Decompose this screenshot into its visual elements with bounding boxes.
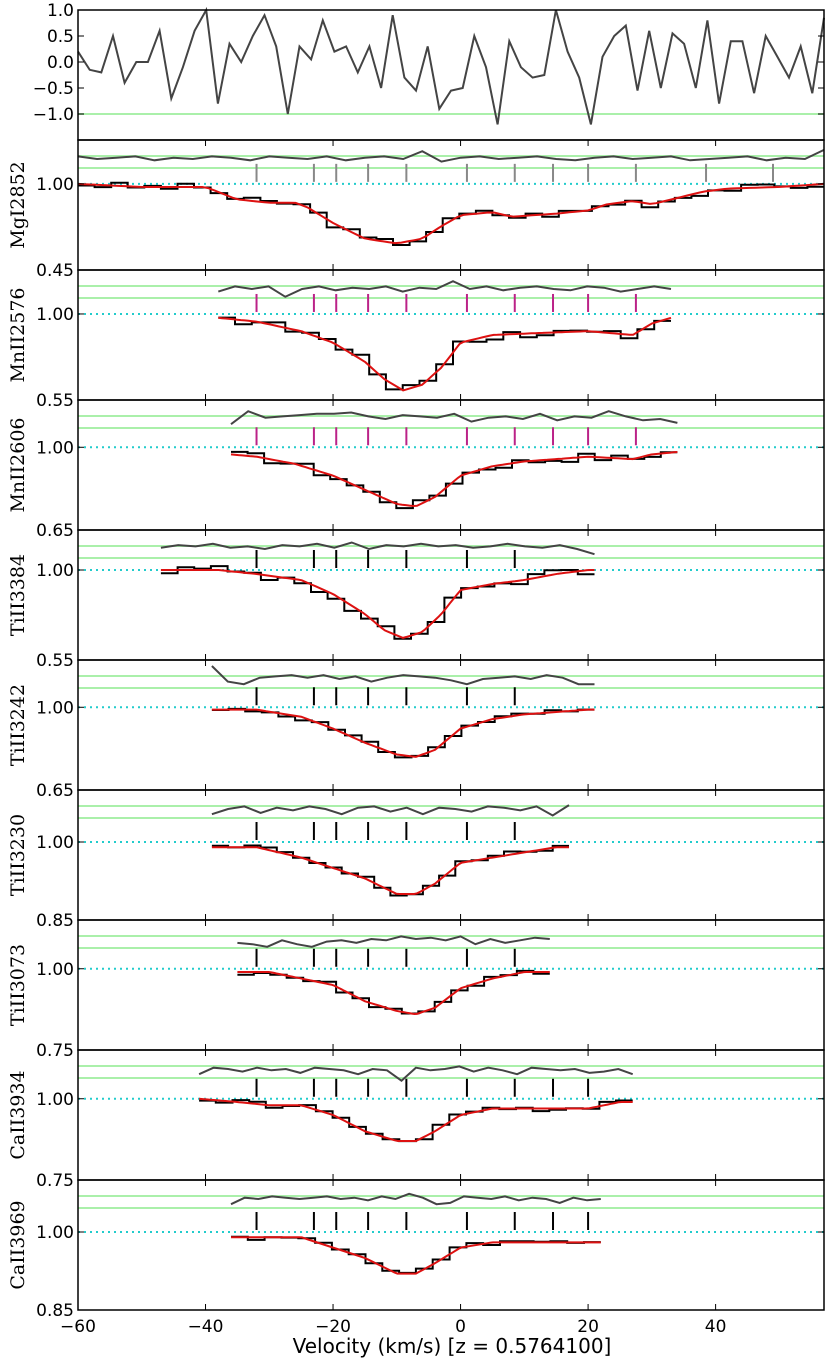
panel-frame — [77, 269, 825, 401]
y-tick-label-min: 0.55 — [36, 391, 74, 411]
panel-label: TiII3242 — [7, 684, 29, 766]
x-tick-label: 20 — [577, 1317, 599, 1337]
panel-label: CaII3969 — [7, 1200, 29, 1289]
panel-residual-line — [218, 280, 672, 298]
y-tick-label-min: 0.65 — [36, 521, 74, 541]
panel-residual-line — [230, 1192, 601, 1206]
data-histogram — [78, 181, 824, 246]
y-tick-label-1: 1.00 — [36, 833, 74, 853]
panel-label: TiII3384 — [7, 554, 29, 636]
panels-group: 1.0 0.5 0.0 −0.5 −1.0 1.00 0.45 MgI2852 1.00 0.55… — [7, 1, 825, 1321]
x-tick-label: 40 — [705, 1317, 727, 1337]
panel-mnii2576: 1.00 0.55 MnII2576 — [7, 270, 824, 411]
panel-caii3934: 1.00 0.75 CaII3934 — [7, 1050, 824, 1191]
y-tick-label-min: 0.85 — [36, 1301, 74, 1321]
model-fit-line — [211, 708, 595, 758]
x-tick-label: −20 — [315, 1317, 351, 1337]
y-tick-label-1: 1.00 — [36, 698, 74, 718]
panel-label: MnII2576 — [7, 287, 29, 382]
panel-label: CaII3934 — [7, 1070, 29, 1159]
panel-label: TiII3230 — [7, 814, 29, 896]
y-tick-label-1: 1.00 — [36, 561, 74, 581]
model-fit-line — [231, 1236, 601, 1275]
panel-residual-line — [211, 804, 570, 817]
model-fit-line — [230, 451, 678, 508]
y-tick-label-1: 1.00 — [36, 305, 74, 325]
panel-frame — [77, 529, 825, 661]
y-tick-label-min: 0.65 — [36, 781, 74, 801]
model-fit-line — [211, 846, 569, 895]
residual-y-tick-label: 0.5 — [47, 27, 74, 47]
data-histogram — [211, 707, 595, 759]
residual-panel-frame — [77, 9, 825, 141]
panel-residual-line — [230, 410, 678, 425]
panel-tiii3230: 1.00 0.85 TiII3230 — [7, 790, 824, 931]
y-tick-label-1: 1.00 — [36, 1090, 74, 1110]
y-tick-label-min: 0.75 — [36, 1171, 74, 1191]
y-tick-label-min: 0.55 — [36, 651, 74, 671]
data-histogram — [231, 450, 678, 510]
panel-frame — [77, 399, 825, 531]
residual-series-line — [77, 6, 825, 125]
panel-mnii2606: 1.00 0.65 MnII2606 — [7, 400, 824, 541]
y-tick-label-1: 1.00 — [36, 960, 74, 980]
y-tick-label-1: 1.00 — [36, 438, 74, 458]
panel-residual-line — [160, 541, 595, 556]
y-tick-label-1: 1.00 — [36, 175, 74, 195]
data-histogram — [199, 1099, 633, 1143]
y-tick-label-min: 0.75 — [36, 1041, 74, 1061]
model-fit-line — [237, 971, 550, 1016]
y-tick-label-min: 0.45 — [36, 261, 74, 281]
x-tick-label: −60 — [60, 1317, 96, 1337]
panel-label: MnII2606 — [7, 417, 29, 512]
model-fit-line — [77, 182, 825, 245]
x-axis-title: Velocity (km/s) [z = 0.5764100] — [293, 1334, 612, 1358]
panel-residual-line — [77, 148, 825, 163]
y-tick-label-min: 0.85 — [36, 911, 74, 931]
panel-mgi2852: 1.00 0.45 MgI2852 — [7, 140, 825, 281]
x-tick-label: −40 — [188, 1317, 224, 1337]
x-axis-ticks: −60 −40 −20 0 20 40 — [60, 1317, 726, 1337]
residual-y-tick-label: −1.0 — [33, 105, 74, 125]
model-fit-line — [218, 316, 672, 392]
panel-tiii3073: 1.00 0.75 TiII3073 — [7, 920, 824, 1061]
panel-tiii3384: 1.00 0.55 TiII3384 — [7, 530, 824, 671]
panel-tiii3242: 1.00 0.65 TiII3242 — [7, 660, 824, 801]
residual-panel: 1.0 0.5 0.0 −0.5 −1.0 — [33, 1, 825, 141]
panel-residual-line — [198, 1065, 634, 1082]
panel-residual-line — [237, 935, 550, 948]
panel-label: TiII3073 — [7, 944, 29, 1026]
y-tick-label-1: 1.00 — [36, 1223, 74, 1243]
model-fit-line — [160, 569, 595, 639]
panel-caii3969: 1.00 0.85 CaII3969 — [7, 1180, 824, 1321]
residual-y-tick-label: −0.5 — [33, 79, 74, 99]
panel-residual-line — [211, 665, 595, 686]
residual-y-tick-label: 1.0 — [47, 1, 74, 21]
residual-y-tick-label: 0.0 — [47, 53, 74, 73]
panel-label: MgI2852 — [7, 161, 29, 248]
model-fit-line — [199, 1097, 633, 1142]
data-histogram — [160, 565, 595, 640]
panel-frame — [77, 1179, 825, 1311]
x-tick-label: 0 — [455, 1317, 466, 1337]
